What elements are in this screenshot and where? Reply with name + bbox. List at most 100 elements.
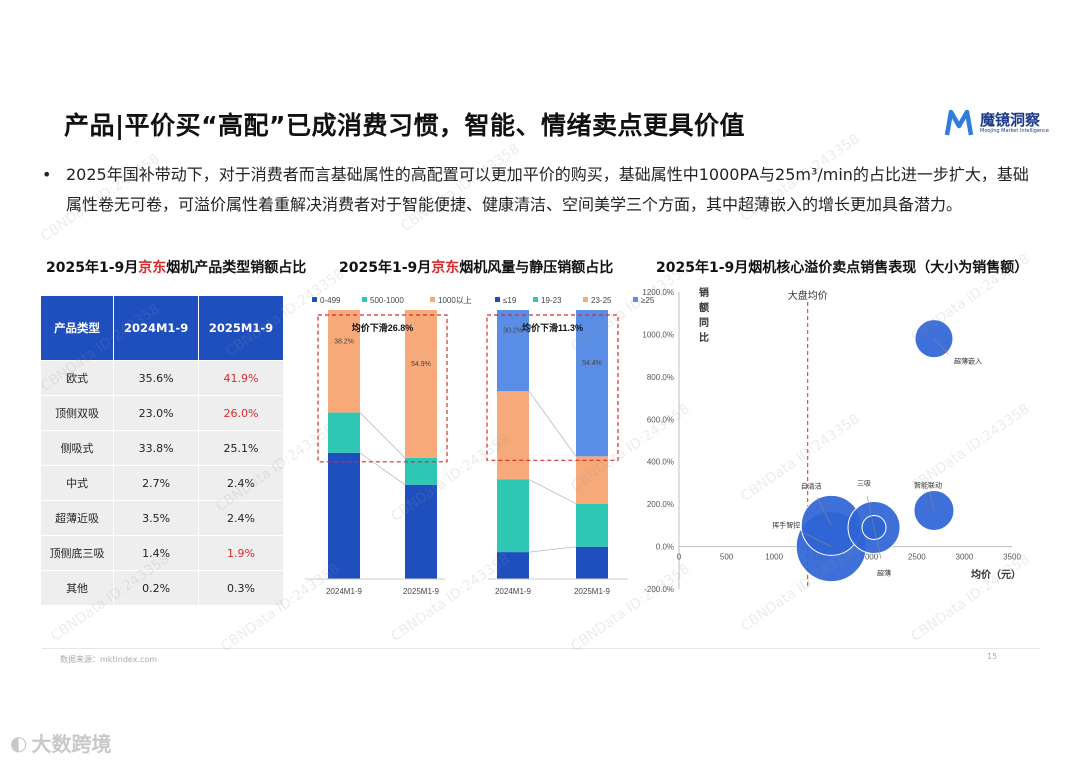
- bullet-dot-icon: •: [42, 165, 52, 184]
- table-row: 其他 0.2% 0.3%: [41, 570, 284, 605]
- annotation-box: [486, 314, 619, 461]
- y-axis-label: 比: [699, 331, 709, 344]
- bubble-label: 智能联动: [914, 481, 942, 490]
- x-axis-label: 均价（元）: [971, 568, 1021, 581]
- brand-watermark: ◐ 大数跨境: [10, 728, 111, 757]
- cell-type: 侧吸式: [41, 430, 115, 466]
- bar-segment: [497, 310, 529, 392]
- legend-label: 0-499: [320, 296, 341, 305]
- cell-2024: 33.8%: [113, 430, 200, 466]
- cell-2024: 2.7%: [113, 465, 200, 501]
- y-tick-label: 1000.0%: [642, 330, 674, 339]
- legend-swatch: [362, 297, 367, 302]
- cell-type: 其他: [41, 570, 115, 605]
- cell-2025: 2.4%: [198, 465, 284, 501]
- bar-segment: [497, 391, 529, 480]
- m-logo-icon: [944, 109, 974, 136]
- brand-watermark-icon: ◐: [10, 730, 28, 755]
- page-number: 15: [987, 652, 998, 661]
- y-tick-label: 800.0%: [647, 373, 674, 382]
- annotation-text: 均价下滑26.8%: [352, 322, 414, 333]
- cell-type: 顶侧底三吸: [41, 535, 115, 571]
- legend-label: 500-1000: [370, 296, 404, 305]
- table-title: 2025年1-9月京东烟机产品类型销额占比: [46, 260, 307, 276]
- bar-title: 2025年1-9月京东烟机风量与静压销额占比: [339, 260, 614, 276]
- bubble-label: 自清洁: [801, 481, 822, 490]
- x-tick-label: 2500: [908, 553, 926, 562]
- cell-2024: 35.6%: [113, 360, 200, 396]
- cell-2025: 2.4%: [198, 500, 284, 536]
- cell-2024: 0.2%: [113, 570, 200, 605]
- reference-label: 大盘均价: [788, 289, 828, 302]
- cell-2024: 1.4%: [113, 535, 200, 571]
- legend-swatch: [533, 297, 538, 302]
- x-tick-label: 2024M1-9: [495, 587, 532, 596]
- bubble-leader: [933, 338, 949, 355]
- x-tick-label: 2025M1-9: [403, 587, 440, 596]
- connector-line: [528, 479, 577, 505]
- cell-2024: 23.0%: [113, 395, 200, 431]
- legend-swatch: [583, 297, 588, 302]
- legend-label: 1000以上: [438, 296, 472, 305]
- bar-segment: [405, 484, 437, 579]
- bar-segment: [576, 546, 608, 579]
- cell-2025: 25.1%: [198, 430, 284, 466]
- table-row: 顶侧底三吸 1.4% 1.9%: [41, 535, 284, 571]
- legend-label: 23-25: [591, 296, 612, 305]
- y-tick-label: 200.0%: [647, 500, 674, 509]
- table-row: 顶侧双吸 23.0% 26.0%: [41, 395, 284, 431]
- x-tick-label: 500: [720, 553, 734, 562]
- connector-line: [528, 546, 577, 553]
- legend-label: 19-23: [541, 296, 562, 305]
- x-tick-label: 0: [677, 553, 682, 562]
- x-tick-label: 3000: [956, 553, 974, 562]
- annotation-text: 均价下滑11.3%: [522, 322, 583, 333]
- summary-text: 2025年国补带动下，对于消费者而言基础属性的高配置可以更加平价的购买，基础属性…: [66, 165, 1029, 214]
- cell-type: 超薄近吸: [41, 500, 115, 536]
- bar-data-label: 54.4%: [582, 360, 602, 367]
- y-tick-label: 400.0%: [647, 458, 674, 467]
- bar-segment: [576, 456, 608, 504]
- x-tick-label: 1000: [765, 553, 783, 562]
- connector-line: [528, 391, 577, 457]
- connector-line: [359, 412, 406, 459]
- cell-type: 顶侧双吸: [41, 395, 115, 431]
- bar-data-label: 38.2%: [334, 338, 354, 345]
- bubble-label: 挥手智控: [772, 521, 800, 530]
- bubble-label: 超薄嵌入: [954, 357, 982, 366]
- bar-segment: [328, 310, 360, 413]
- legend-label: ≥25: [641, 296, 655, 305]
- y-tick-label: 1200.0%: [642, 288, 674, 297]
- y-tick-label: 600.0%: [647, 415, 674, 424]
- table-header-2024: 2024M1-9: [113, 296, 200, 361]
- bubble-leader: [866, 495, 875, 528]
- bar-data-label: 30.2%: [503, 328, 523, 335]
- bubble-leader: [799, 530, 832, 547]
- bubble-leader: [873, 527, 882, 560]
- y-axis-label: 额: [699, 301, 709, 314]
- bar-data-label: 54.9%: [411, 361, 431, 368]
- page-title: 产品|平价买“高配”已成消费习惯，智能、情绪卖点更具价值: [64, 111, 745, 140]
- bubble-label: 三吸: [857, 479, 871, 487]
- table-header-type: 产品类型: [41, 296, 115, 361]
- footer-source: 数据来源：mktindex.com: [60, 655, 158, 664]
- y-axis-label: 同: [699, 317, 709, 329]
- y-axis-label: 销: [699, 286, 709, 299]
- legend-swatch: [633, 297, 638, 302]
- cell-2024: 3.5%: [113, 500, 200, 536]
- cell-type: 中式: [41, 465, 115, 501]
- table-row: 中式 2.7% 2.4%: [41, 465, 284, 501]
- bar-segment: [328, 412, 360, 453]
- x-tick-label: 2000: [860, 553, 878, 562]
- footer-divider: [42, 648, 1040, 649]
- bar-segment: [576, 310, 608, 457]
- cell-type: 欧式: [41, 360, 115, 396]
- bar-segment: [328, 452, 360, 579]
- connector-line: [359, 452, 406, 486]
- bar-segment: [497, 552, 529, 579]
- legend-swatch: [495, 297, 500, 302]
- legend-swatch: [312, 297, 317, 302]
- annotation-box: [317, 314, 448, 463]
- y-tick-label: -200.0%: [644, 585, 674, 594]
- table-row: 超薄近吸 3.5% 2.4%: [41, 500, 284, 536]
